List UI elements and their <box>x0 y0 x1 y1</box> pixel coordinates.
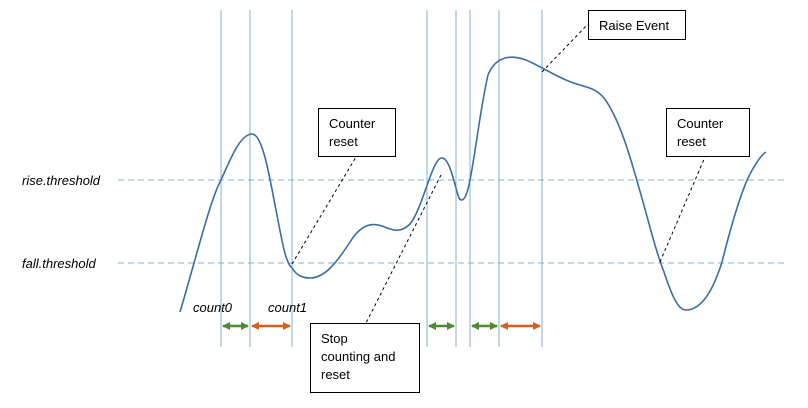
count0-label: count0 <box>193 300 233 315</box>
stop-counting-callout: Stop counting and reset <box>310 323 420 393</box>
counter-reset-leader-1 <box>291 156 357 265</box>
raise-event-callout: Raise Event <box>588 10 686 40</box>
rise-threshold-label: rise.threshold <box>22 173 101 188</box>
count1-label: count1 <box>268 300 307 315</box>
counter-reset-callout-2: Counter reset <box>666 108 750 157</box>
raise-event-leader <box>541 23 589 73</box>
signal-curve <box>179 56 767 313</box>
stop-counting-leader <box>365 174 442 324</box>
fall-threshold-label: fall.threshold <box>22 256 96 271</box>
counter-reset-leader-2 <box>659 156 706 263</box>
counter-reset-callout-1: Counter reset <box>318 108 396 157</box>
